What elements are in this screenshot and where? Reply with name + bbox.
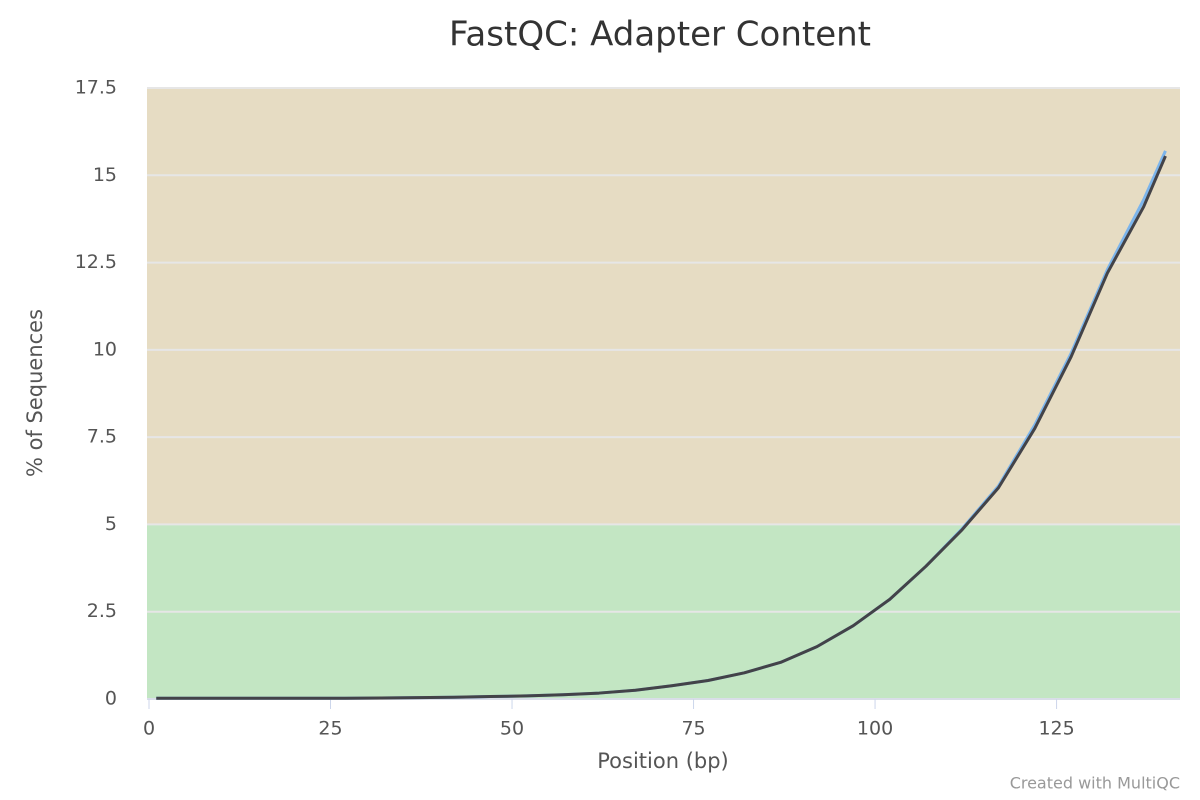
y-tick-label: 2.5: [87, 600, 117, 622]
y-axis-title: % of Sequences: [23, 309, 47, 477]
x-tick-label: 25: [318, 718, 342, 740]
x-tick-label: 0: [143, 718, 155, 740]
y-tick-label: 7.5: [87, 426, 117, 448]
credits: Created with MultiQC: [1010, 774, 1180, 793]
y-tick-label: 12.5: [75, 251, 117, 273]
x-axis-title: Position (bp): [597, 749, 729, 773]
x-tick-label: 100: [857, 718, 893, 740]
x-tick-label: 75: [681, 718, 705, 740]
y-tick-label: 17.5: [75, 77, 117, 99]
y-tick-label: 0: [105, 688, 117, 710]
x-tick-label: 125: [1038, 718, 1074, 740]
x-tick-label: 50: [500, 718, 524, 740]
plot-band: [147, 88, 1180, 525]
y-tick-label: 15: [93, 164, 117, 186]
chart-title: FastQC: Adapter Content: [449, 15, 871, 55]
series-line: [156, 155, 1167, 700]
y-tick-label: 5: [105, 513, 117, 535]
y-tick-label: 10: [93, 338, 117, 360]
